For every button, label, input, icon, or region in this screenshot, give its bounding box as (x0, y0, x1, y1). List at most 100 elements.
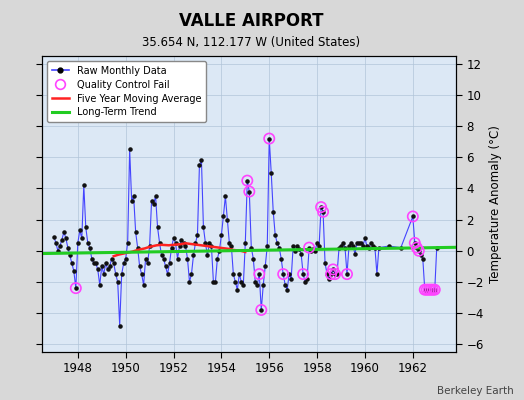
Point (124, 240, 132, 246)
Point (115, 322, 124, 329)
Point (207, 243, 215, 249)
Point (265, 135, 274, 142)
Point (309, 246, 318, 252)
Point (225, 240, 234, 246)
Point (363, 243, 371, 249)
Point (333, 271, 341, 277)
Point (412, 244, 421, 251)
Point (357, 240, 365, 246)
Point (161, 263, 170, 270)
Point (72, 285, 80, 291)
Point (68, 260, 76, 266)
Point (122, 255, 130, 262)
Point (341, 244, 349, 251)
Point (267, 170, 276, 176)
Point (385, 243, 393, 249)
Point (199, 224, 208, 230)
Point (235, 271, 244, 277)
Point (421, 286, 429, 293)
Point (56, 243, 64, 249)
Point (295, 246, 303, 252)
Point (90, 260, 98, 266)
Point (217, 232, 225, 238)
Point (63, 244, 72, 251)
Point (132, 229, 140, 235)
Point (257, 307, 266, 313)
Point (105, 263, 114, 270)
Point (119, 260, 128, 266)
Point (179, 240, 188, 246)
Point (127, 198, 136, 204)
Point (291, 248, 299, 254)
Point (317, 204, 325, 210)
Point (285, 271, 293, 277)
Point (287, 276, 296, 282)
Point (211, 279, 220, 285)
Point (215, 248, 224, 254)
Point (117, 271, 126, 277)
Point (417, 252, 425, 259)
Point (125, 146, 134, 153)
Point (255, 271, 264, 277)
Point (66, 252, 74, 259)
Text: Berkeley Earth: Berkeley Earth (437, 386, 514, 396)
Point (193, 232, 202, 238)
Point (369, 243, 377, 249)
Point (273, 240, 281, 246)
Point (331, 271, 339, 277)
Point (203, 252, 212, 259)
Point (139, 282, 148, 288)
Point (176, 243, 184, 249)
Point (311, 248, 319, 254)
Point (191, 240, 200, 246)
Point (227, 243, 236, 249)
Point (253, 282, 261, 288)
Point (422, 286, 431, 293)
Point (255, 271, 264, 277)
Point (159, 255, 168, 262)
Point (343, 271, 351, 277)
Point (141, 255, 150, 262)
Point (431, 286, 439, 293)
Point (299, 271, 308, 277)
Point (94, 266, 102, 273)
Point (321, 260, 329, 266)
Point (325, 276, 333, 282)
Point (156, 240, 164, 246)
Point (412, 244, 421, 251)
Point (251, 279, 259, 285)
Point (169, 235, 178, 242)
Point (297, 251, 305, 257)
Point (241, 240, 249, 246)
Point (80, 182, 88, 188)
Point (315, 243, 323, 249)
Point (271, 232, 279, 238)
Point (293, 243, 301, 249)
Point (167, 244, 176, 251)
Point (84, 240, 92, 246)
Point (305, 244, 313, 251)
Text: VALLE AIRPORT: VALLE AIRPORT (179, 12, 324, 30)
Point (261, 263, 269, 270)
Point (223, 216, 232, 223)
Point (171, 240, 180, 246)
Point (339, 240, 347, 246)
Point (135, 263, 144, 270)
Point (289, 243, 297, 249)
Point (134, 244, 142, 251)
Point (144, 260, 152, 266)
Point (359, 243, 367, 249)
Point (361, 235, 369, 242)
Point (58, 237, 66, 243)
Point (243, 178, 252, 184)
Point (424, 286, 433, 293)
Point (88, 255, 96, 262)
Point (245, 188, 254, 195)
Point (263, 243, 271, 249)
Point (331, 271, 339, 277)
Point (411, 240, 419, 246)
Point (181, 243, 190, 249)
Point (279, 271, 287, 277)
Point (422, 286, 431, 293)
Point (53, 248, 62, 254)
